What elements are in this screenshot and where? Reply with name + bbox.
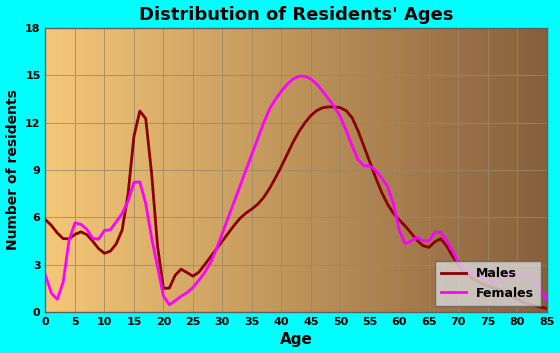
Females <box>290 77 297 81</box>
Females <box>42 273 49 277</box>
Title: Distribution of Residents' Ages: Distribution of Residents' Ages <box>139 6 454 24</box>
Males <box>325 105 332 109</box>
Females <box>54 297 60 301</box>
X-axis label: Age: Age <box>279 333 312 347</box>
Line: Females: Females <box>45 76 547 305</box>
Females <box>166 303 172 307</box>
Males <box>473 278 479 282</box>
Females <box>95 237 102 241</box>
Males <box>95 246 102 251</box>
Females <box>543 298 550 302</box>
Males <box>54 231 60 235</box>
Line: Males: Males <box>45 107 547 309</box>
Males <box>66 237 72 241</box>
Males <box>431 240 438 244</box>
Females <box>479 275 486 279</box>
Females <box>66 238 72 243</box>
Males <box>543 306 550 311</box>
Males <box>42 217 49 222</box>
Legend: Males, Females: Males, Females <box>435 261 540 306</box>
Y-axis label: Number of residents: Number of residents <box>6 90 20 250</box>
Females <box>296 74 302 78</box>
Females <box>437 230 444 234</box>
Males <box>284 152 291 156</box>
